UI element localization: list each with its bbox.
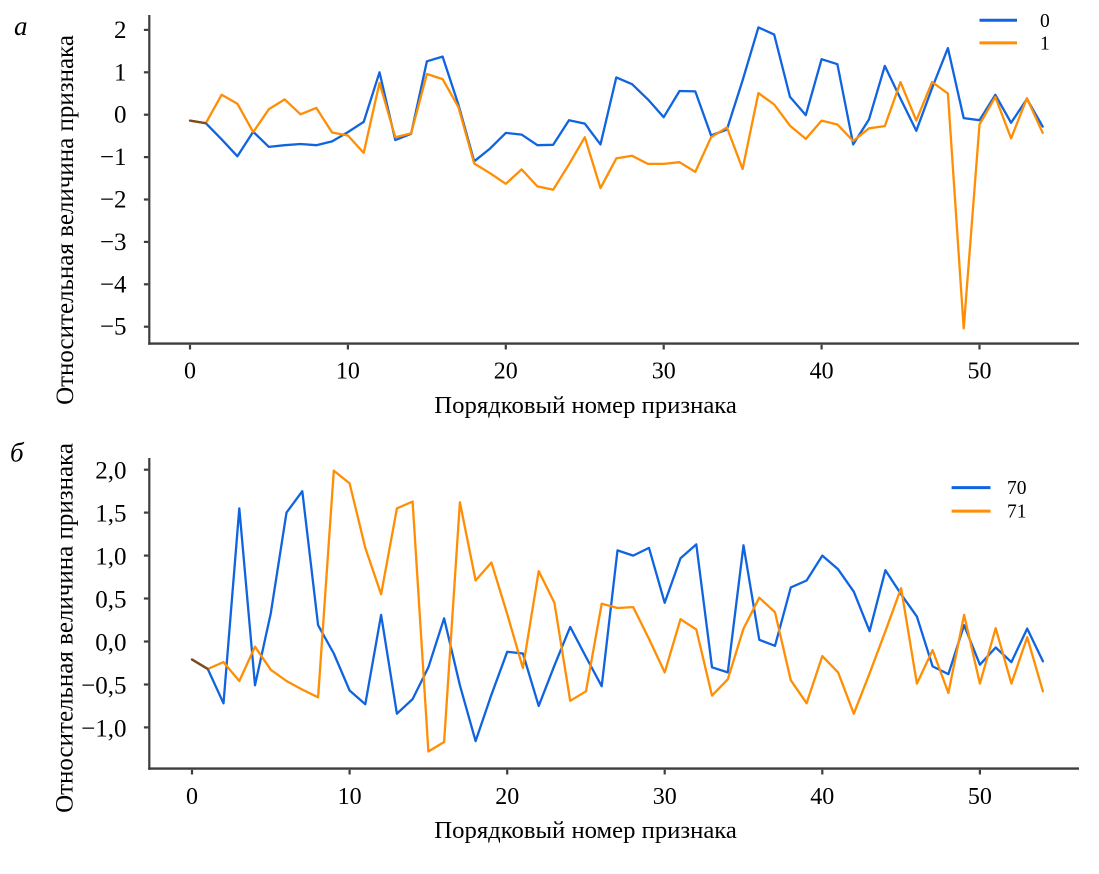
svg-text:1,5: 1,5 xyxy=(95,501,126,528)
svg-text:0: 0 xyxy=(1040,11,1050,32)
svg-text:Относительная величина признак: Относительная величина признака xyxy=(52,443,79,813)
svg-text:−3: −3 xyxy=(100,229,127,256)
svg-text:−1: −1 xyxy=(100,144,127,171)
svg-text:0,5: 0,5 xyxy=(95,587,126,614)
svg-text:40: 40 xyxy=(810,784,834,810)
svg-text:0: 0 xyxy=(184,359,196,385)
svg-text:1,0: 1,0 xyxy=(95,544,126,571)
svg-text:50: 50 xyxy=(968,784,992,810)
svg-text:а: а xyxy=(14,11,28,41)
svg-text:50: 50 xyxy=(968,359,992,385)
svg-text:10: 10 xyxy=(338,784,362,810)
svg-text:2: 2 xyxy=(114,17,127,44)
svg-text:40: 40 xyxy=(810,359,834,385)
svg-text:−2: −2 xyxy=(100,187,127,214)
svg-text:10: 10 xyxy=(336,359,360,385)
svg-text:б: б xyxy=(10,438,25,468)
svg-text:20: 20 xyxy=(494,359,518,385)
svg-text:30: 30 xyxy=(652,359,676,385)
svg-text:−1,0: −1,0 xyxy=(81,715,126,742)
svg-text:30: 30 xyxy=(653,784,677,810)
svg-text:−4: −4 xyxy=(100,271,127,298)
svg-text:1: 1 xyxy=(1040,34,1050,55)
svg-text:71: 71 xyxy=(1007,502,1027,523)
svg-text:−5: −5 xyxy=(100,314,127,341)
svg-text:Порядковый номер признака: Порядковый номер признака xyxy=(434,392,737,419)
svg-text:1: 1 xyxy=(114,59,127,86)
svg-text:Относительная величина признак: Относительная величина признака xyxy=(52,35,79,405)
svg-text:2,0: 2,0 xyxy=(95,458,126,485)
svg-text:0,0: 0,0 xyxy=(95,630,126,657)
svg-text:0: 0 xyxy=(186,784,198,810)
svg-text:−0,5: −0,5 xyxy=(81,673,126,700)
svg-text:0: 0 xyxy=(114,102,127,129)
svg-text:70: 70 xyxy=(1007,478,1027,499)
svg-text:Порядковый номер признака: Порядковый номер признака xyxy=(434,817,737,844)
svg-text:20: 20 xyxy=(495,784,519,810)
